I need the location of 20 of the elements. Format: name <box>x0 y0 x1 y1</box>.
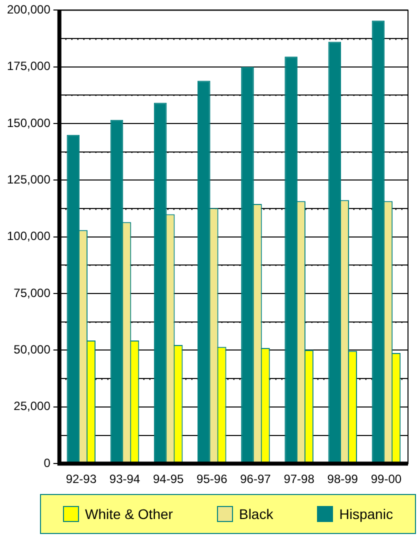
legend-label: White & Other <box>85 506 173 522</box>
y-tick-label: 0 <box>44 456 51 470</box>
y-tick-label: 200,000 <box>6 2 51 17</box>
y-tick-label: 125,000 <box>6 172 51 187</box>
x-tick-label: 98-99 <box>327 472 358 486</box>
y-tick-label: 100,000 <box>6 229 51 244</box>
x-tick-label: 97-98 <box>284 472 315 486</box>
x-tick-label: 93-94 <box>109 472 140 486</box>
x-tick-label: 99-00 <box>370 472 402 486</box>
y-tick-label: 150,000 <box>6 116 51 130</box>
legend-label: Black <box>238 506 274 522</box>
x-tick-label: 92-93 <box>66 472 97 486</box>
y-tick-label: 50,000 <box>14 342 51 357</box>
y-tick-label: 75,000 <box>14 286 51 300</box>
x-tick-label: 95-96 <box>196 472 228 486</box>
y-tick-label: 25,000 <box>14 399 51 414</box>
y-tick-label: 175,000 <box>6 59 51 74</box>
x-tick-label: 96-97 <box>240 472 272 486</box>
legend-label: Hispanic <box>339 506 393 522</box>
x-tick-label: 94-95 <box>152 472 184 486</box>
